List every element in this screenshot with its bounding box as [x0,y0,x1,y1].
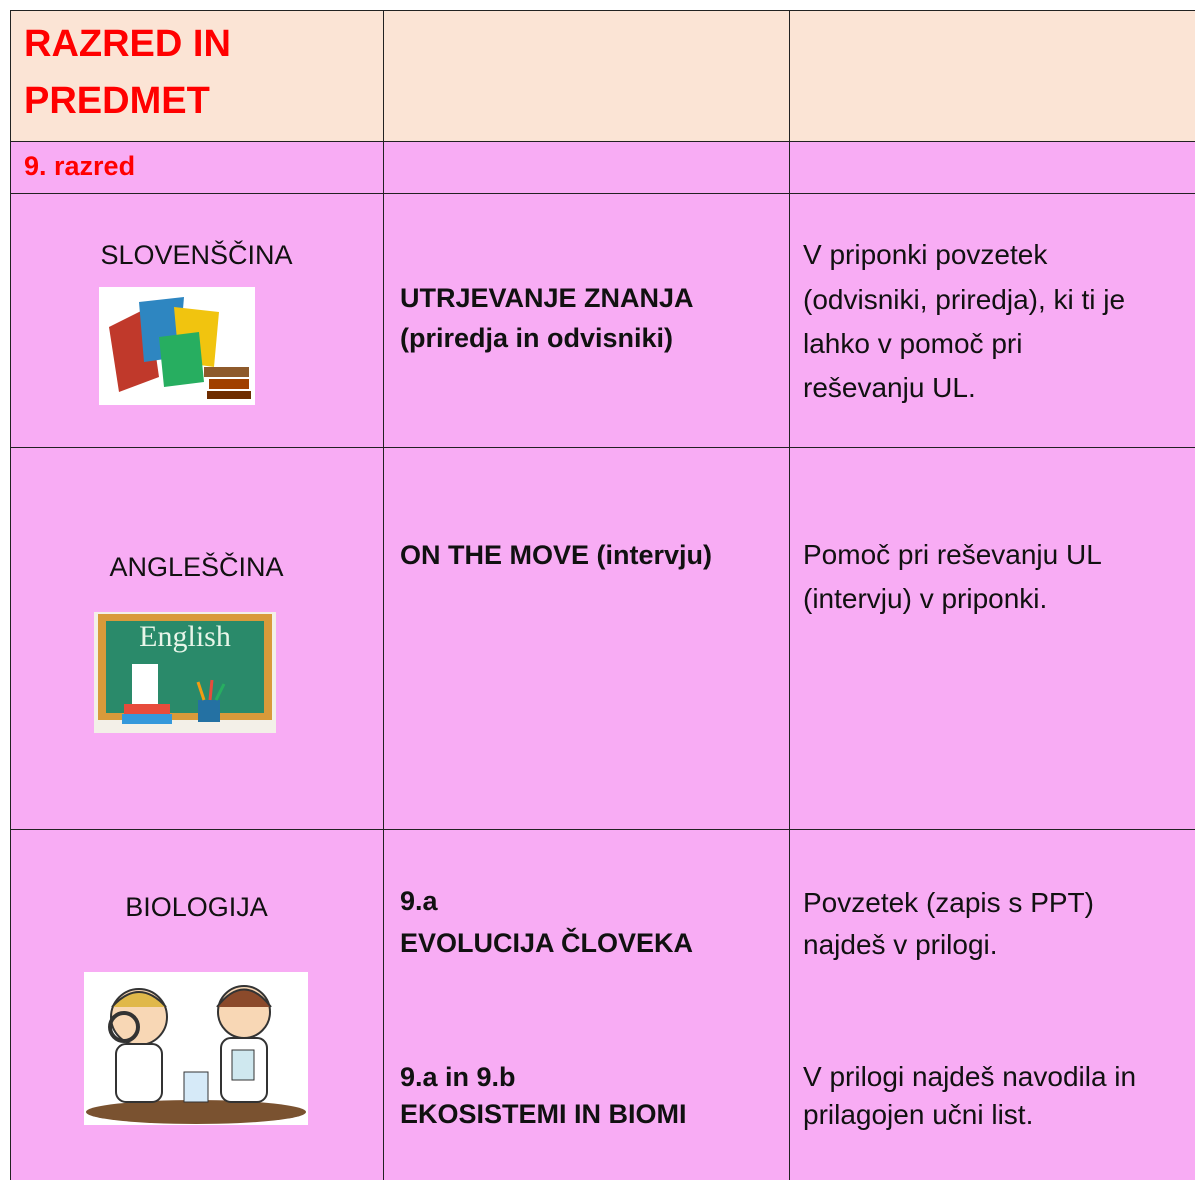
header-cell [10,10,383,141]
note-cell [789,193,1195,447]
header-cell [383,10,789,141]
note-text: reševanju UL. [803,372,976,403]
biology-picture [84,972,308,1125]
grade-cell [10,141,383,193]
note-cell [789,447,1195,829]
grade-label: 9. razred [24,151,136,181]
note-text: (intervju) v priponki. [803,583,1048,614]
note-text: Povzetek (zapis s PPT) [803,887,1094,918]
note-text: V prilogi najdeš navodila in [803,1061,1137,1092]
note-text: V priponki povzetek [803,239,1048,270]
subject: SLOVENŠČINA [100,240,293,270]
header-title: RAZRED IN [24,23,231,65]
note-text: Pomoč pri reševanju UL [803,539,1102,570]
topic-text: ON THE MOVE (intervju) [400,540,713,570]
topic-text: 9.a [400,886,438,916]
topic-text: (priredja in odvisniki) [400,323,674,353]
note-text: prilagojen učni list. [803,1099,1034,1130]
topic-cell [383,193,789,447]
abc-picture [99,287,255,405]
note-text: najdeš v prilogi. [803,929,998,960]
note-text: (odvisniki, priredja), ki ti je [803,284,1126,315]
topic-text: EKOSISTEMI IN BIOMI [400,1099,687,1129]
topic-text: EVOLUCIJA ČLOVEKA [400,928,694,958]
header-title: PREDMET [24,80,210,122]
note-cell [789,829,1195,1180]
board-text: English [139,620,231,653]
note-text: lahko v pomoč pri [803,328,1023,359]
grade-cell [789,141,1195,193]
topic-text: UTRJEVANJE ZNANJA [400,283,694,313]
english-picture: English [94,612,276,733]
topic-text: 9.a in 9.b [400,1062,516,1092]
header-cell [789,10,1195,141]
subject: ANGLEŠČINA [109,552,284,582]
grade-cell [383,141,789,193]
topic-cell [383,829,789,1180]
topic-cell [383,447,789,829]
subject: BIOLOGIJA [125,892,268,922]
